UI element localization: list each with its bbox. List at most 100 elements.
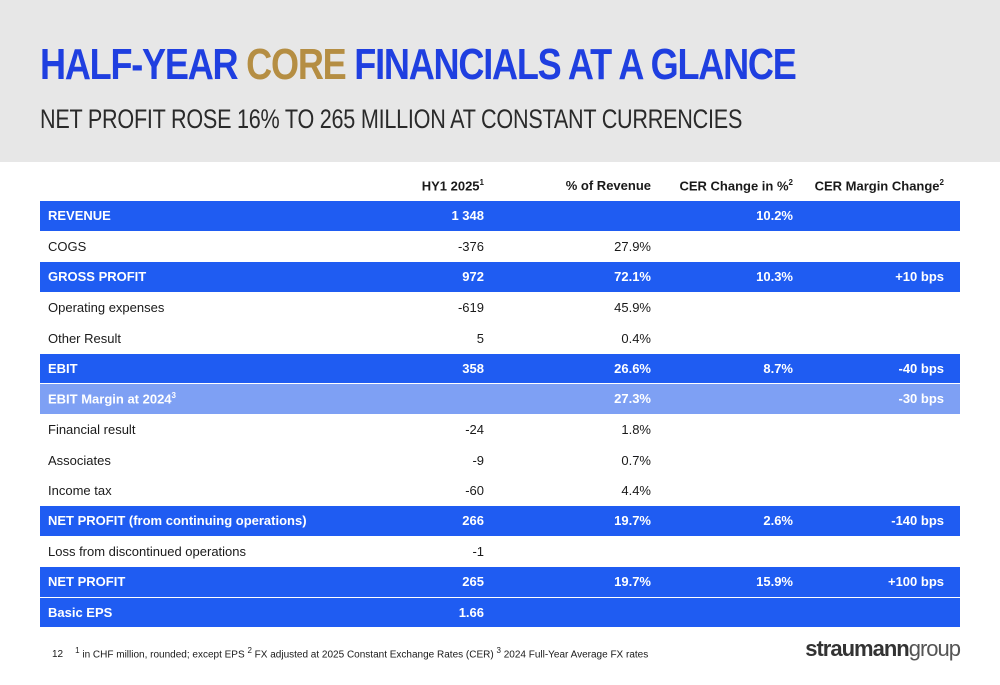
cell-hy1: -619 — [330, 300, 484, 315]
financials-table: HY1 20251 % of Revenue CER Change in %2 … — [40, 170, 960, 628]
cell-hy1: 358 — [330, 361, 484, 376]
table-row: Basic EPS 1.66 — [40, 597, 960, 628]
cell-pct-revenue-text: 26.6% — [614, 360, 651, 376]
cell-hy1-text: 358 — [462, 360, 484, 376]
slide-subtitle: NET PROFIT ROSE 16% TO 265 MILLION AT CO… — [40, 104, 743, 134]
cell-hy1-text: 1 348 — [451, 208, 484, 224]
title-part1: HALF-YEAR — [40, 40, 247, 89]
cell-hy1-text: 265 — [462, 574, 484, 590]
cell-cer-margin-text: -140 bps — [891, 513, 944, 529]
row-label-text: COGS — [48, 239, 87, 255]
row-label: Basic EPS — [40, 605, 330, 620]
cell-pct-revenue: 19.7% — [484, 513, 651, 528]
row-label-text: Other Result — [48, 330, 121, 346]
cell-hy1: -376 — [330, 239, 484, 254]
row-label: Other Result — [40, 331, 330, 346]
cell-hy1-text: 5 — [476, 330, 484, 346]
row-label-text: Associates — [48, 452, 111, 468]
company-logo: straumanngroup — [805, 636, 961, 662]
table-row: Associates -9 0.7% — [40, 445, 960, 476]
cell-hy1-text: -619 — [457, 300, 484, 316]
cell-hy1: 5 — [330, 331, 484, 346]
row-label-text: Loss from discontinued operations — [48, 544, 247, 560]
row-label: NET PROFIT — [40, 574, 330, 589]
slide-title: HALF-YEAR CORE FINANCIALS AT A GLANCE — [40, 40, 797, 90]
cell-cer-margin: -140 bps — [793, 513, 952, 528]
cell-hy1-text: -376 — [457, 239, 484, 255]
table-row: EBIT 358 26.6% 8.7% -40 bps — [40, 353, 960, 384]
row-label: NET PROFIT (from continuing operations) — [40, 513, 330, 528]
cell-cer-margin-text: -30 bps — [898, 391, 944, 407]
cell-cer-change-text: 2.6% — [763, 513, 793, 529]
title-core-word: CORE — [246, 40, 347, 89]
table-row: Operating expenses -619 45.9% — [40, 293, 960, 324]
logo-light-text: group — [908, 636, 961, 661]
cell-cer-change: 8.7% — [651, 361, 793, 376]
table-row: NET PROFIT (from continuing operations) 2… — [40, 506, 960, 537]
cell-pct-revenue-text: 19.7% — [614, 574, 651, 590]
cell-hy1-text: 1.66 — [458, 604, 484, 620]
cell-pct-revenue-text: 1.8% — [621, 422, 651, 438]
header-cer-change-text: CER Change in % — [679, 178, 789, 194]
cell-hy1-text: -60 — [465, 483, 484, 499]
cell-hy1: -60 — [330, 483, 484, 498]
row-label: Loss from discontinued operations — [40, 544, 330, 559]
logo-bold-text: straumann — [805, 636, 909, 661]
header-hy1: HY1 20251 — [330, 178, 484, 193]
cell-pct-revenue-text: 45.9% — [614, 300, 651, 316]
table-row: Other Result 5 0.4% — [40, 323, 960, 354]
cell-pct-revenue: 27.3% — [484, 391, 651, 406]
row-label-sup: 3 — [171, 391, 176, 401]
cell-pct-revenue: 0.7% — [484, 453, 651, 468]
header-hy1-sup: 1 — [479, 177, 484, 187]
cell-pct-revenue: 19.7% — [484, 574, 651, 589]
cell-hy1: 266 — [330, 513, 484, 528]
cell-pct-revenue: 4.4% — [484, 483, 651, 498]
cell-pct-revenue: 0.4% — [484, 331, 651, 346]
table-row: Income tax -60 4.4% — [40, 476, 960, 507]
footnote-2: FX adjusted at 2025 Constant Exchange Ra… — [251, 649, 497, 661]
table-row: Financial result -24 1.8% — [40, 415, 960, 446]
cell-hy1: -9 — [330, 453, 484, 468]
cell-hy1-text: 972 — [462, 269, 484, 285]
cell-cer-change-text: 10.2% — [756, 208, 793, 224]
row-label: EBIT Margin at 20243 — [40, 391, 330, 406]
row-label-text: EBIT Margin at 2024 — [48, 391, 172, 407]
cell-hy1-text: -9 — [472, 452, 484, 468]
cell-cer-change: 15.9% — [651, 574, 793, 589]
cell-pct-revenue: 72.1% — [484, 269, 651, 284]
page-number: 12 — [52, 649, 64, 661]
cell-cer-change: 10.3% — [651, 269, 793, 284]
cell-pct-revenue: 26.6% — [484, 361, 651, 376]
cell-hy1: -24 — [330, 422, 484, 437]
row-label: COGS — [40, 239, 330, 254]
row-label: Income tax — [40, 483, 330, 498]
row-label-text: Financial result — [48, 422, 136, 438]
row-label-text: NET PROFIT — [48, 574, 126, 590]
cell-pct-revenue-text: 27.3% — [614, 391, 651, 407]
footnote-1-sup: 1 — [75, 646, 80, 655]
footnotes: 12 1 in CHF million, rounded; except EPS … — [52, 646, 648, 660]
table-row: EBIT Margin at 20243 27.3% -30 bps — [40, 384, 960, 415]
row-label: Financial result — [40, 422, 330, 437]
table-header-row: HY1 20251 % of Revenue CER Change in %2 … — [40, 170, 960, 201]
cell-cer-margin: -30 bps — [793, 391, 952, 406]
cell-cer-margin-text: +100 bps — [887, 574, 944, 590]
footnote-3-sup: 3 — [496, 646, 501, 655]
table-row: REVENUE 1 348 10.2% — [40, 201, 960, 232]
footnote-1: in CHF million, rounded; except EPS — [79, 649, 248, 661]
cell-pct-revenue: 1.8% — [484, 422, 651, 437]
cell-hy1: -1 — [330, 544, 484, 559]
table-row: GROSS PROFIT 972 72.1% 10.3% +10 bps — [40, 262, 960, 293]
cell-hy1: 265 — [330, 574, 484, 589]
table-body: REVENUE 1 348 10.2% COGS -376 27.9% GROSS PROF… — [40, 201, 960, 628]
row-label-text: REVENUE — [48, 208, 111, 224]
cell-cer-change-text: 10.3% — [756, 269, 793, 285]
footnote-2-sup: 2 — [247, 646, 252, 655]
cell-cer-change-text: 15.9% — [756, 574, 793, 590]
header-cer-change: CER Change in %2 — [651, 178, 793, 193]
cell-pct-revenue-text: 72.1% — [614, 269, 651, 285]
cell-cer-change-text: 8.7% — [763, 360, 793, 376]
row-label-text: NET PROFIT (from continuing operations) — [48, 513, 307, 529]
table-row: NET PROFIT 265 19.7% 15.9% +100 bps — [40, 567, 960, 598]
